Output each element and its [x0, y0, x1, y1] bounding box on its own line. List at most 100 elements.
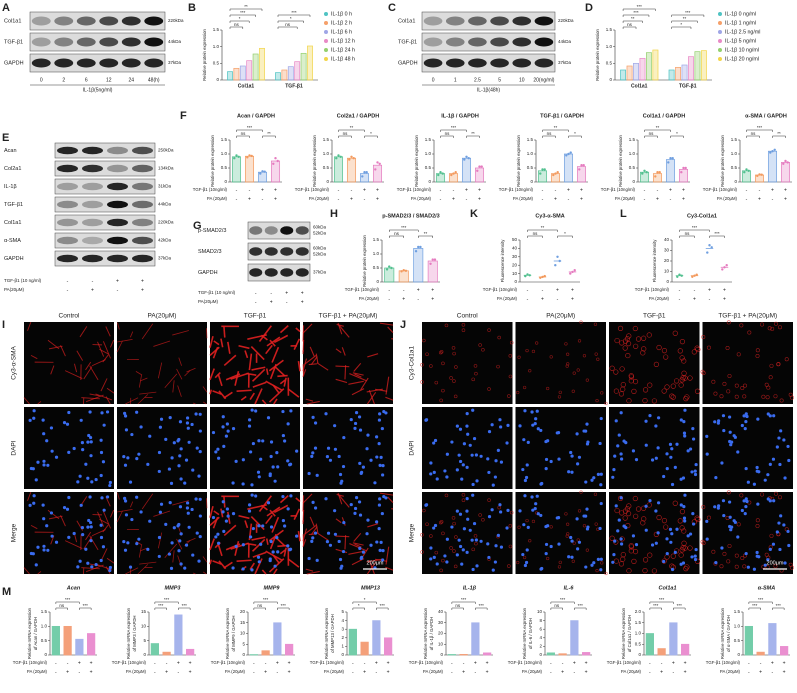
blot-band	[107, 254, 128, 263]
cy3-signal	[701, 335, 706, 340]
treatment-sign: -	[673, 669, 675, 675]
dapi-nucleus	[89, 539, 93, 543]
dapi-nucleus	[157, 450, 162, 455]
dapi-nucleus	[54, 455, 59, 459]
cy3-signal	[577, 509, 582, 513]
cy3-signal	[157, 532, 163, 549]
cy3-signal	[209, 559, 213, 565]
legend-marker	[718, 39, 722, 43]
cy3-signal	[439, 568, 443, 573]
dapi-nucleus	[619, 496, 623, 500]
bar	[461, 157, 472, 183]
dapi-nucleus	[577, 540, 582, 544]
dapi-nucleus	[470, 538, 474, 542]
dapi-nucleus	[445, 537, 449, 541]
significance-bracket	[542, 129, 569, 132]
significance-bracket	[55, 601, 80, 604]
y-axis-label: Fluorescence intensity	[500, 239, 505, 283]
dapi-nucleus	[340, 564, 344, 568]
micrograph-content	[209, 493, 301, 575]
treatment-sign: -	[338, 187, 340, 193]
dapi-nucleus	[283, 439, 287, 443]
cy3-signal	[641, 335, 647, 341]
cy3-signal	[726, 320, 731, 325]
dapi-nucleus	[567, 470, 571, 474]
data-point	[565, 154, 568, 157]
dapi-nucleus	[325, 455, 330, 459]
significance-label: *	[370, 131, 372, 136]
cy3-signal	[316, 532, 329, 541]
treatment-sign: +	[274, 187, 277, 193]
cy3-signal	[747, 330, 752, 335]
blot-strip	[247, 263, 311, 282]
dapi-nucleus	[79, 418, 83, 422]
dapi-nucleus	[187, 525, 191, 529]
cy3-signal	[223, 326, 226, 338]
blot-band	[82, 254, 103, 263]
dapi-nucleus	[455, 424, 459, 428]
y-tick-label: 2	[539, 644, 542, 649]
dapi-nucleus	[179, 447, 183, 451]
cy3-signal	[691, 349, 697, 355]
dapi-nucleus	[713, 420, 717, 424]
cy3-signal	[83, 366, 93, 380]
data-point	[259, 172, 262, 175]
dapi-nucleus	[49, 511, 54, 515]
cy3-signal	[37, 571, 42, 575]
dapi-nucleus	[198, 514, 202, 518]
cy3-signal	[23, 397, 30, 405]
cy3-signal	[546, 556, 550, 561]
data-point	[402, 269, 405, 272]
dapi-nucleus	[432, 555, 436, 559]
cy3-signal	[83, 536, 93, 550]
data-point	[760, 173, 763, 176]
dapi-nucleus	[216, 447, 220, 451]
y-tick-label: 50	[512, 237, 518, 242]
cy3-signal	[213, 510, 220, 516]
dapi-nucleus	[369, 543, 373, 547]
dapi-nucleus	[443, 469, 447, 473]
cy3-signal	[153, 340, 171, 347]
dapi-nucleus	[281, 518, 285, 523]
dapi-nucleus	[682, 420, 686, 424]
cy3-signal	[571, 559, 575, 563]
blot-kda: 31kDa	[158, 184, 172, 189]
y-tick-label: 4	[341, 618, 344, 623]
cy3-signal	[335, 518, 342, 524]
cy3-signal	[273, 504, 289, 514]
cy3-signal	[258, 325, 272, 342]
cy3-signal	[268, 388, 285, 403]
dapi-nucleus	[86, 525, 90, 529]
blot-row-label: TGF-β1	[4, 39, 23, 45]
cy3-signal	[679, 509, 686, 515]
cy3-signal	[335, 365, 350, 368]
cy3-signal	[387, 326, 394, 333]
bar	[675, 66, 681, 81]
dapi-nucleus	[611, 560, 615, 564]
dapi-nucleus	[494, 459, 498, 463]
cy3-signal	[140, 377, 148, 382]
blot-band	[534, 58, 554, 68]
treatment-label: PA (20μM)	[207, 196, 228, 201]
cy3-signal	[279, 495, 289, 504]
dapi-nucleus	[688, 447, 693, 451]
cy3-signal	[349, 373, 367, 382]
significance-bracket	[671, 14, 705, 17]
data-point	[552, 173, 555, 177]
data-point	[543, 168, 546, 171]
dapi-nucleus	[221, 500, 225, 504]
dapi-nucleus	[185, 501, 190, 505]
cy3-signal	[687, 545, 693, 551]
data-point	[417, 245, 420, 249]
dapi-nucleus	[261, 524, 265, 528]
treatment-sign: -	[661, 660, 663, 666]
blot-row-label: α-SMA	[4, 238, 21, 244]
cy3-signal	[755, 353, 760, 358]
dapi-nucleus	[178, 420, 183, 424]
dapi-nucleus	[135, 457, 139, 461]
micrograph-content	[122, 410, 202, 485]
dapi-nucleus	[465, 424, 469, 428]
dapi-nucleus	[585, 507, 589, 511]
dapi-nucleus	[79, 503, 83, 507]
significance-label: ***	[633, 10, 639, 15]
